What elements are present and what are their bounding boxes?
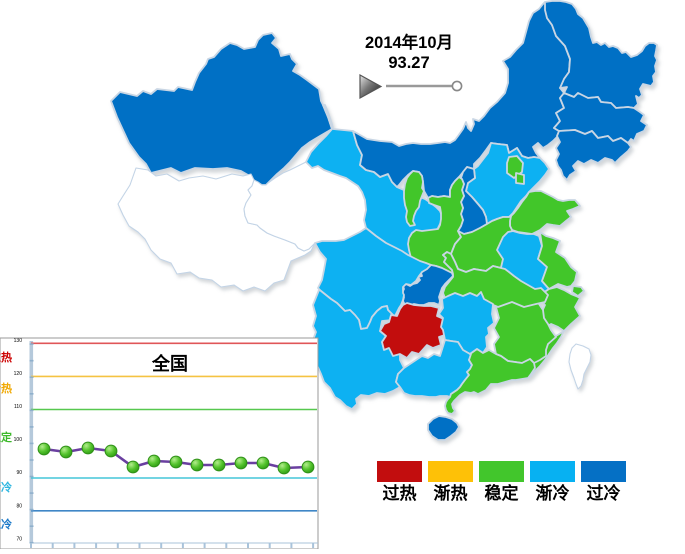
svg-text:2014年10月: 2014年10月 bbox=[365, 32, 453, 52]
svg-text:过冷: 过冷 bbox=[0, 517, 12, 531]
svg-text:110: 110 bbox=[14, 404, 22, 410]
svg-text:70: 70 bbox=[16, 536, 22, 542]
svg-text:过热: 过热 bbox=[0, 350, 12, 364]
svg-text:渐热: 渐热 bbox=[0, 381, 12, 395]
svg-text:90: 90 bbox=[16, 470, 22, 476]
svg-text:稳定: 稳定 bbox=[0, 430, 12, 444]
svg-text:80: 80 bbox=[16, 503, 22, 509]
svg-text:120: 120 bbox=[14, 371, 23, 377]
svg-text:过冷: 过冷 bbox=[587, 483, 621, 503]
svg-text:130: 130 bbox=[14, 338, 23, 344]
svg-text:100: 100 bbox=[14, 437, 23, 443]
svg-text:渐冷: 渐冷 bbox=[536, 483, 570, 503]
svg-text:过热: 过热 bbox=[383, 483, 417, 503]
svg-text:全国: 全国 bbox=[151, 353, 188, 374]
svg-text:渐冷: 渐冷 bbox=[0, 480, 12, 494]
svg-text:稳定: 稳定 bbox=[485, 483, 519, 503]
svg-text:渐热: 渐热 bbox=[434, 483, 468, 503]
svg-text:93.27: 93.27 bbox=[388, 54, 429, 72]
